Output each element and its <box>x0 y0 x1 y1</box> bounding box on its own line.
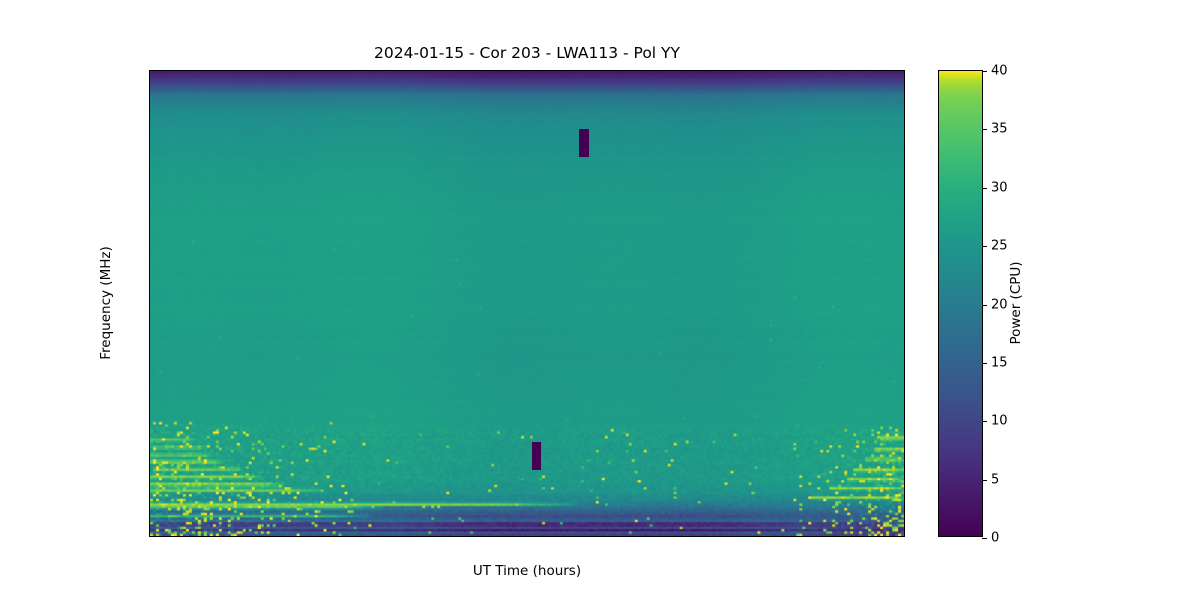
x-tick-minor <box>538 536 539 537</box>
colorbar-ticklabel-40: 40 <box>991 63 1008 79</box>
x-tick-minor <box>311 536 312 537</box>
spectrogram-plot-area[interactable]: 20304050607080 468101214 <box>149 70 905 537</box>
x-tick-minor <box>795 536 796 537</box>
x-tick-minor <box>401 536 402 537</box>
colorbar-ticklabel-10: 10 <box>991 413 1008 429</box>
x-tick-minor <box>356 536 357 537</box>
colorbar-tick-10 <box>982 421 987 423</box>
y-axis-label: Frequency (MHz) <box>98 246 114 360</box>
x-tick-minor <box>174 536 175 537</box>
x-tick-minor <box>159 536 160 537</box>
colorbar-ticklabel-20: 20 <box>991 297 1008 312</box>
colorbar-tick-20 <box>982 304 987 306</box>
x-tick-minor <box>205 536 206 537</box>
colorbar-tick-5 <box>982 479 987 481</box>
x-tick-minor <box>810 536 811 537</box>
x-tick-minor <box>568 536 569 537</box>
x-tick-minor <box>341 536 342 537</box>
x-tick-minor <box>265 536 266 537</box>
x-tick-minor <box>841 536 842 537</box>
y-tick-50 <box>149 305 150 306</box>
spectrogram-image <box>150 71 904 536</box>
x-tick-minor <box>417 536 418 537</box>
x-tick-minor <box>583 536 584 537</box>
x-tick-minor <box>765 536 766 537</box>
y-tick-80 <box>149 115 150 116</box>
x-tick-minor <box>280 536 281 537</box>
colorbar-label: Power (CPU) <box>1008 261 1024 345</box>
x-tick-4 <box>250 536 251 537</box>
x-tick-minor <box>629 536 630 537</box>
colorbar-tick-15 <box>982 362 987 364</box>
x-tick-minor <box>644 536 645 537</box>
x-tick-minor <box>523 536 524 537</box>
colorbar-ticklabel-30: 30 <box>991 180 1008 196</box>
x-tick-minor <box>477 536 478 537</box>
x-tick-minor <box>901 536 902 537</box>
colorbar-tick-25 <box>982 246 987 248</box>
x-tick-8 <box>492 536 493 537</box>
x-tick-minor <box>189 536 190 537</box>
x-tick-minor <box>598 536 599 537</box>
x-tick-minor <box>825 536 826 537</box>
x-tick-minor <box>750 536 751 537</box>
x-tick-minor <box>326 536 327 537</box>
x-tick-minor <box>871 536 872 537</box>
page-title: 2024-01-15 - Cor 203 - LWA113 - Pol YY <box>374 44 680 62</box>
flagged-block-low <box>531 442 541 470</box>
x-tick-minor <box>447 536 448 537</box>
x-tick-10 <box>613 536 614 537</box>
x-tick-minor <box>462 536 463 537</box>
colorbar-tick-40 <box>982 71 987 72</box>
colorbar-ticklabel-0: 0 <box>991 530 1000 546</box>
colorbar-ticklabel-35: 35 <box>991 121 1008 137</box>
flagged-block-high <box>578 129 590 157</box>
y-tick-30 <box>149 431 150 432</box>
colorbar-ticklabel-5: 5 <box>991 472 1000 488</box>
x-tick-minor <box>235 536 236 537</box>
x-tick-6 <box>371 536 372 537</box>
colorbar-tick-35 <box>982 129 987 131</box>
x-tick-minor <box>719 536 720 537</box>
x-tick-12 <box>735 536 736 537</box>
y-tick-20 <box>149 494 150 495</box>
colorbar[interactable]: 0 5 10 15 20 25 30 35 40 <box>938 64 1008 546</box>
x-tick-minor <box>704 536 705 537</box>
x-tick-minor <box>386 536 387 537</box>
x-tick-minor <box>689 536 690 537</box>
x-tick-14 <box>856 536 857 537</box>
colorbar-tick-0 <box>982 538 987 539</box>
x-tick-minor <box>295 536 296 537</box>
x-tick-minor <box>507 536 508 537</box>
x-tick-minor <box>780 536 781 537</box>
x-tick-minor <box>674 536 675 537</box>
x-tick-minor <box>432 536 433 537</box>
colorbar-ticklabel-25: 25 <box>991 238 1008 254</box>
y-tick-70 <box>149 178 150 179</box>
x-tick-minor <box>553 536 554 537</box>
y-tick-40 <box>149 368 150 369</box>
x-tick-minor <box>220 536 221 537</box>
y-tick-60 <box>149 241 150 242</box>
x-tick-minor <box>659 536 660 537</box>
x-tick-minor <box>886 536 887 537</box>
x-axis-label: UT Time (hours) <box>472 563 582 579</box>
colorbar-tick-30 <box>982 187 987 189</box>
colorbar-ticklabel-15: 15 <box>991 355 1008 371</box>
